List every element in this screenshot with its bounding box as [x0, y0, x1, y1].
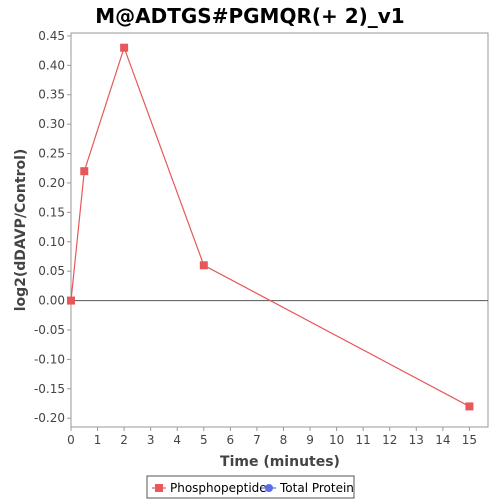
data-point	[465, 402, 474, 411]
y-tick-label: -0.10	[34, 352, 65, 366]
y-tick-label: 0.35	[38, 88, 65, 102]
x-tick-label: 6	[227, 433, 235, 447]
plot-frame	[70, 32, 489, 428]
x-tick-label: 12	[382, 433, 397, 447]
y-tick-label: 0.15	[38, 205, 65, 219]
x-tick-label: 11	[356, 433, 371, 447]
y-tick-label: 0.20	[38, 176, 65, 190]
series-layer	[67, 43, 474, 411]
legend-frame	[146, 475, 355, 499]
x-axis: 0 1 2 3 4 5 6 7 8 9 10 11 12 13 14 15	[67, 427, 477, 447]
x-tick-label: 4	[173, 433, 181, 447]
y-tick-label: 0.30	[38, 117, 65, 131]
x-tick-label: 15	[462, 433, 477, 447]
x-tick-label: 1	[94, 433, 102, 447]
x-tick-label: 5	[200, 433, 208, 447]
y-tick-label: -0.05	[34, 323, 65, 337]
x-tick-label: 10	[329, 433, 344, 447]
legend-label: Total Protein	[279, 481, 354, 495]
x-tick-label: 3	[147, 433, 155, 447]
data-point	[199, 261, 208, 270]
x-axis-label: Time (minutes)	[220, 454, 340, 470]
y-axis-label: log2(dDAVP/Control)	[13, 149, 29, 312]
chart-title: M@ADTGS#PGMQR(+ 2)_v1	[95, 4, 404, 28]
x-tick-label: 14	[435, 433, 450, 447]
x-tick-label: 8	[280, 433, 288, 447]
y-tick-label: 0.00	[38, 294, 65, 308]
legend-marker	[265, 484, 273, 492]
data-point	[67, 296, 75, 305]
y-tick-label: 0.45	[38, 29, 65, 43]
y-tick-label: 0.25	[38, 147, 65, 161]
legend: Phosphopeptide Total Protein	[146, 475, 355, 499]
x-tick-label: 13	[409, 433, 424, 447]
plot-area: 0.45 0.40 0.35 0.30 0.25 0.20 0.15 0.10 0.05 0.00…	[34, 29, 489, 447]
x-tick-label: 0	[67, 433, 75, 447]
x-tick-label: 7	[253, 433, 261, 447]
x-tick-label: 9	[306, 433, 314, 447]
y-tick-label: -0.15	[34, 382, 65, 396]
legend-marker	[155, 484, 163, 492]
x-tick-label: 2	[120, 433, 128, 447]
y-tick-label: 0.10	[38, 235, 65, 249]
data-point	[120, 43, 129, 52]
y-tick-label: 0.40	[38, 58, 65, 72]
legend-label: Phosphopeptide	[170, 481, 267, 495]
y-tick-label: -0.20	[34, 411, 65, 425]
data-point	[80, 167, 89, 176]
y-tick-label: 0.05	[38, 264, 65, 278]
y-axis: 0.45 0.40 0.35 0.30 0.25 0.20 0.15 0.10 0.05 0.00…	[34, 29, 71, 425]
